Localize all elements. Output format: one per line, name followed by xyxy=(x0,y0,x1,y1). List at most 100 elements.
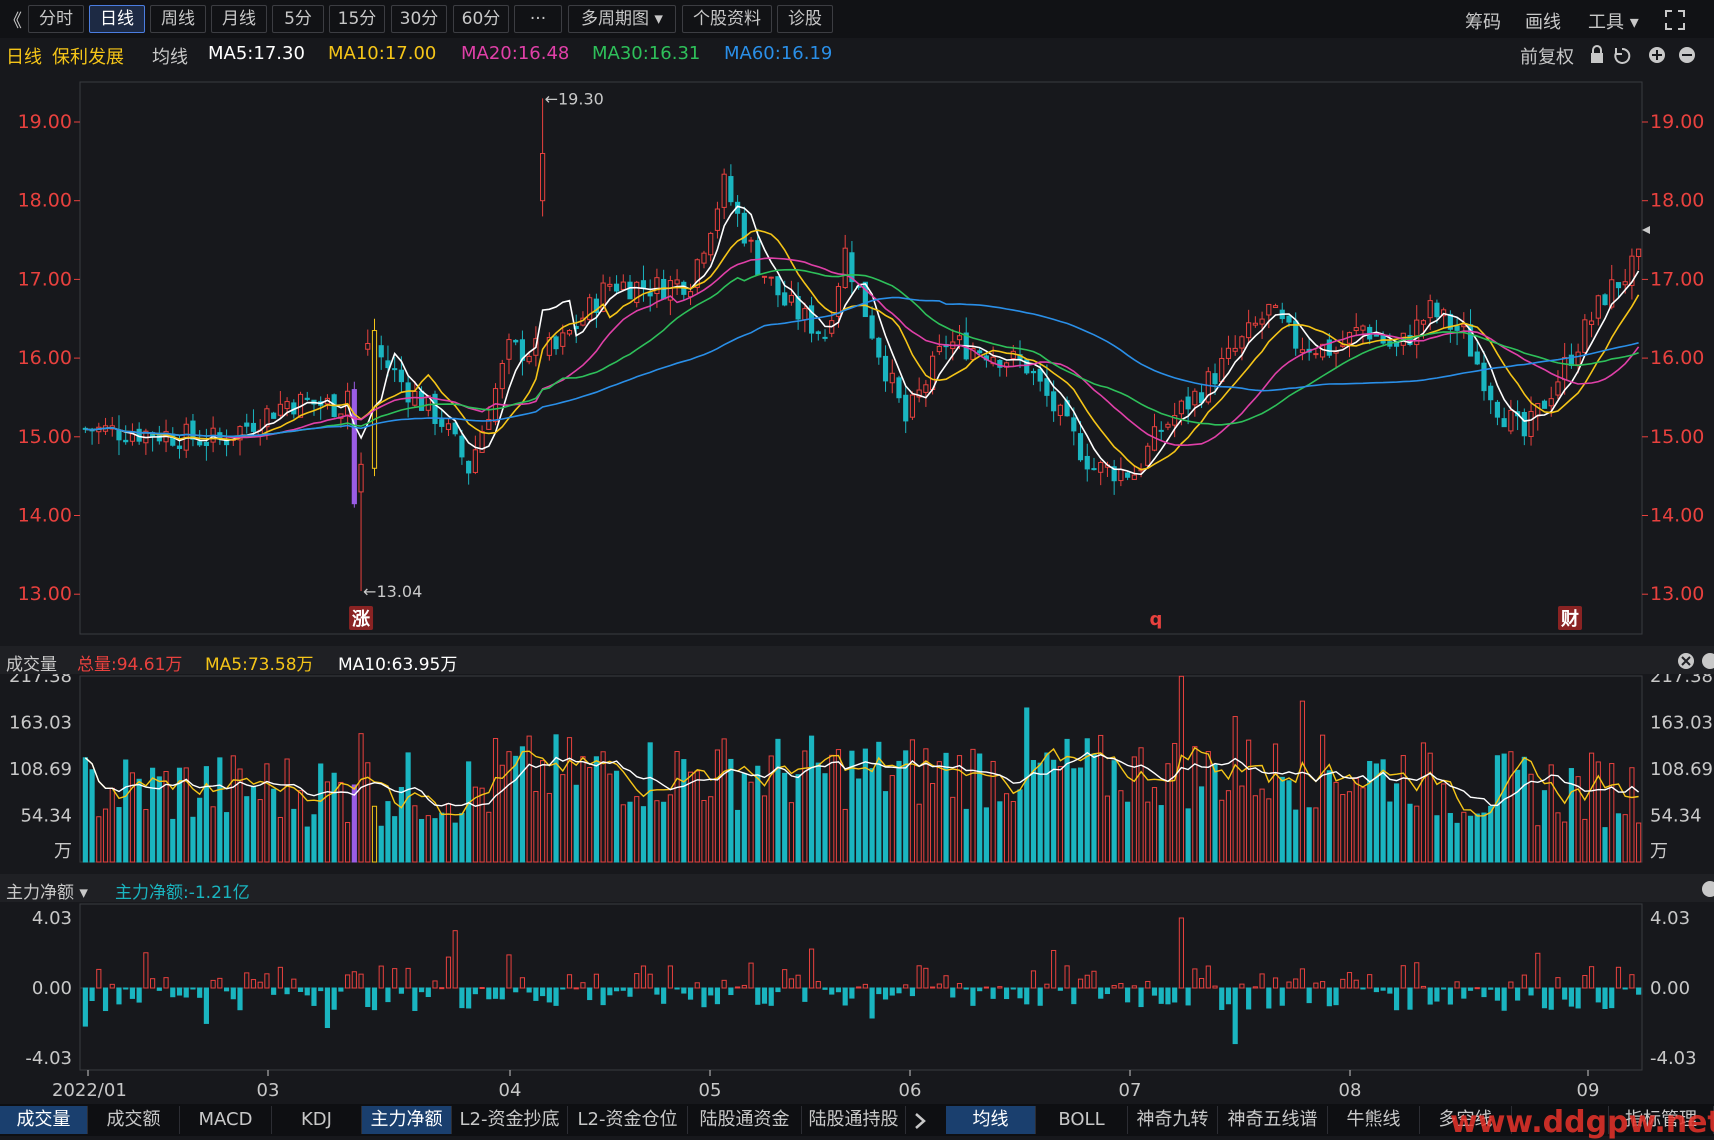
volume-bar xyxy=(486,811,492,863)
flow-bar xyxy=(1151,987,1158,996)
volume-bar xyxy=(156,776,162,863)
ma-label[interactable]: 均线 xyxy=(152,47,188,68)
stock-info-button[interactable]: 个股资料 xyxy=(682,5,772,33)
volume-bar xyxy=(1138,747,1144,863)
candle-body xyxy=(667,280,673,301)
close-panel-icon[interactable] xyxy=(1676,651,1714,671)
candle-body xyxy=(1541,400,1548,409)
tab-30min[interactable]: 30分 xyxy=(391,5,447,33)
volume-bar xyxy=(1501,753,1507,863)
q-marker: q xyxy=(1150,609,1163,630)
tab-daily[interactable]: 日线 xyxy=(89,5,145,33)
tab-5min[interactable]: 5分 xyxy=(272,5,324,33)
flow-bar xyxy=(748,962,754,989)
candle-body xyxy=(1212,373,1218,385)
flow-bar xyxy=(916,965,922,989)
volume-bar xyxy=(466,761,472,863)
candle-body xyxy=(593,298,599,313)
chips-button[interactable]: 筹码 xyxy=(1465,12,1501,33)
flow-bar xyxy=(755,987,761,1005)
volume-bar xyxy=(365,762,371,863)
fullscreen-icon[interactable] xyxy=(1664,9,1686,31)
tab-magic-five[interactable]: 神奇五线谱 xyxy=(1218,1106,1328,1134)
candle-body xyxy=(418,390,425,411)
volume-ma5: MA5:73.58万 xyxy=(205,655,314,675)
volume-bar xyxy=(291,808,297,863)
tab-ma[interactable]: 均线 xyxy=(946,1106,1036,1134)
volume-bar xyxy=(445,803,452,863)
volume-bar xyxy=(950,796,956,863)
volume-title[interactable]: 成交量 xyxy=(6,655,57,675)
flow-bar xyxy=(600,987,606,1006)
tab-turnover[interactable]: 成交额 xyxy=(88,1106,180,1134)
volume-bar xyxy=(96,816,102,863)
chevron-right-icon[interactable] xyxy=(912,1112,928,1130)
volume-bar xyxy=(808,735,815,863)
flow-bar xyxy=(513,987,519,993)
tab-volume[interactable]: 成交量 xyxy=(0,1106,88,1134)
tab-magic-nine[interactable]: 神奇九转 xyxy=(1128,1106,1218,1134)
collapse-icon[interactable]: 《 xyxy=(4,11,22,32)
tab-60min[interactable]: 60分 xyxy=(453,5,509,33)
tab-15min[interactable]: 15分 xyxy=(329,5,385,33)
tab-l2-position[interactable]: L2-资金仓位 xyxy=(568,1106,688,1134)
ma20-line xyxy=(85,257,1640,447)
flow-bar xyxy=(271,987,277,995)
tab-long-short[interactable]: 多空线 xyxy=(1420,1106,1512,1134)
flow-bar xyxy=(1441,987,1447,990)
tab-main-flow[interactable]: 主力净额 xyxy=(362,1106,452,1134)
tab-macd[interactable]: MACD xyxy=(180,1106,272,1134)
volume-bar xyxy=(1629,767,1635,863)
ma60-value: MA60:16.19 xyxy=(724,43,833,64)
diagnose-button[interactable]: 诊股 xyxy=(777,5,833,33)
flow-bar xyxy=(788,978,794,989)
close-panel-icon-2[interactable] xyxy=(1700,879,1714,899)
volume-bar xyxy=(694,770,700,863)
tab-kdj[interactable]: KDJ xyxy=(272,1106,362,1134)
flow-bar xyxy=(183,987,189,998)
volume-bar xyxy=(1380,759,1386,863)
tab-northbound-flow[interactable]: 陆股通资金 xyxy=(688,1106,802,1134)
tab-intraday[interactable]: 分时 xyxy=(28,5,84,33)
volume-bar xyxy=(1192,746,1198,863)
tab-monthly[interactable]: 月线 xyxy=(211,5,267,33)
flow-bar xyxy=(1562,987,1568,1000)
tab-northbound-holding[interactable]: 陆股通持股 xyxy=(802,1106,906,1134)
tab-boll[interactable]: BOLL xyxy=(1036,1106,1128,1134)
volume-bar xyxy=(197,797,203,863)
tab-weekly[interactable]: 周线 xyxy=(150,5,206,33)
volume-bar xyxy=(439,812,445,863)
flow-bar xyxy=(109,983,115,989)
flow-bar xyxy=(835,987,842,993)
candle-body xyxy=(351,389,357,505)
volume-bar xyxy=(1340,794,1346,863)
tab-l2-bottom[interactable]: L2-资金抄底 xyxy=(452,1106,568,1134)
candle-body xyxy=(244,422,250,427)
chart-controls-icon[interactable] xyxy=(1588,45,1708,65)
volume-bar xyxy=(835,749,842,863)
volume-bar xyxy=(1225,790,1232,863)
x-axis-label: 05 xyxy=(699,1080,722,1101)
flow-title-dropdown[interactable]: 主力净额 ▾ xyxy=(6,883,88,903)
adjust-mode[interactable]: 前复权 xyxy=(1520,47,1574,68)
ma60-line xyxy=(85,296,1639,438)
candle-body xyxy=(627,281,633,300)
more-button[interactable]: ··· xyxy=(514,5,562,33)
tools-dropdown[interactable]: 工具 ▾ xyxy=(1588,12,1639,33)
candle-body xyxy=(277,403,283,416)
volume-bar xyxy=(1393,783,1400,863)
flow-bar xyxy=(1178,917,1184,989)
candle-body xyxy=(1225,347,1232,359)
draw-button[interactable]: 画线 xyxy=(1525,12,1561,33)
volume-bar xyxy=(210,806,216,863)
flow-bar xyxy=(479,987,485,990)
volume-bar xyxy=(1595,761,1601,863)
flow-bar xyxy=(156,987,162,991)
multi-period-dropdown[interactable]: 多周期图 ▾ xyxy=(568,5,676,33)
flow-bar xyxy=(1474,987,1480,990)
volume-bar xyxy=(654,800,660,863)
tab-bull-bear[interactable]: 牛熊线 xyxy=(1328,1106,1420,1134)
volume-bar xyxy=(661,801,667,863)
flow-bar xyxy=(936,983,942,989)
